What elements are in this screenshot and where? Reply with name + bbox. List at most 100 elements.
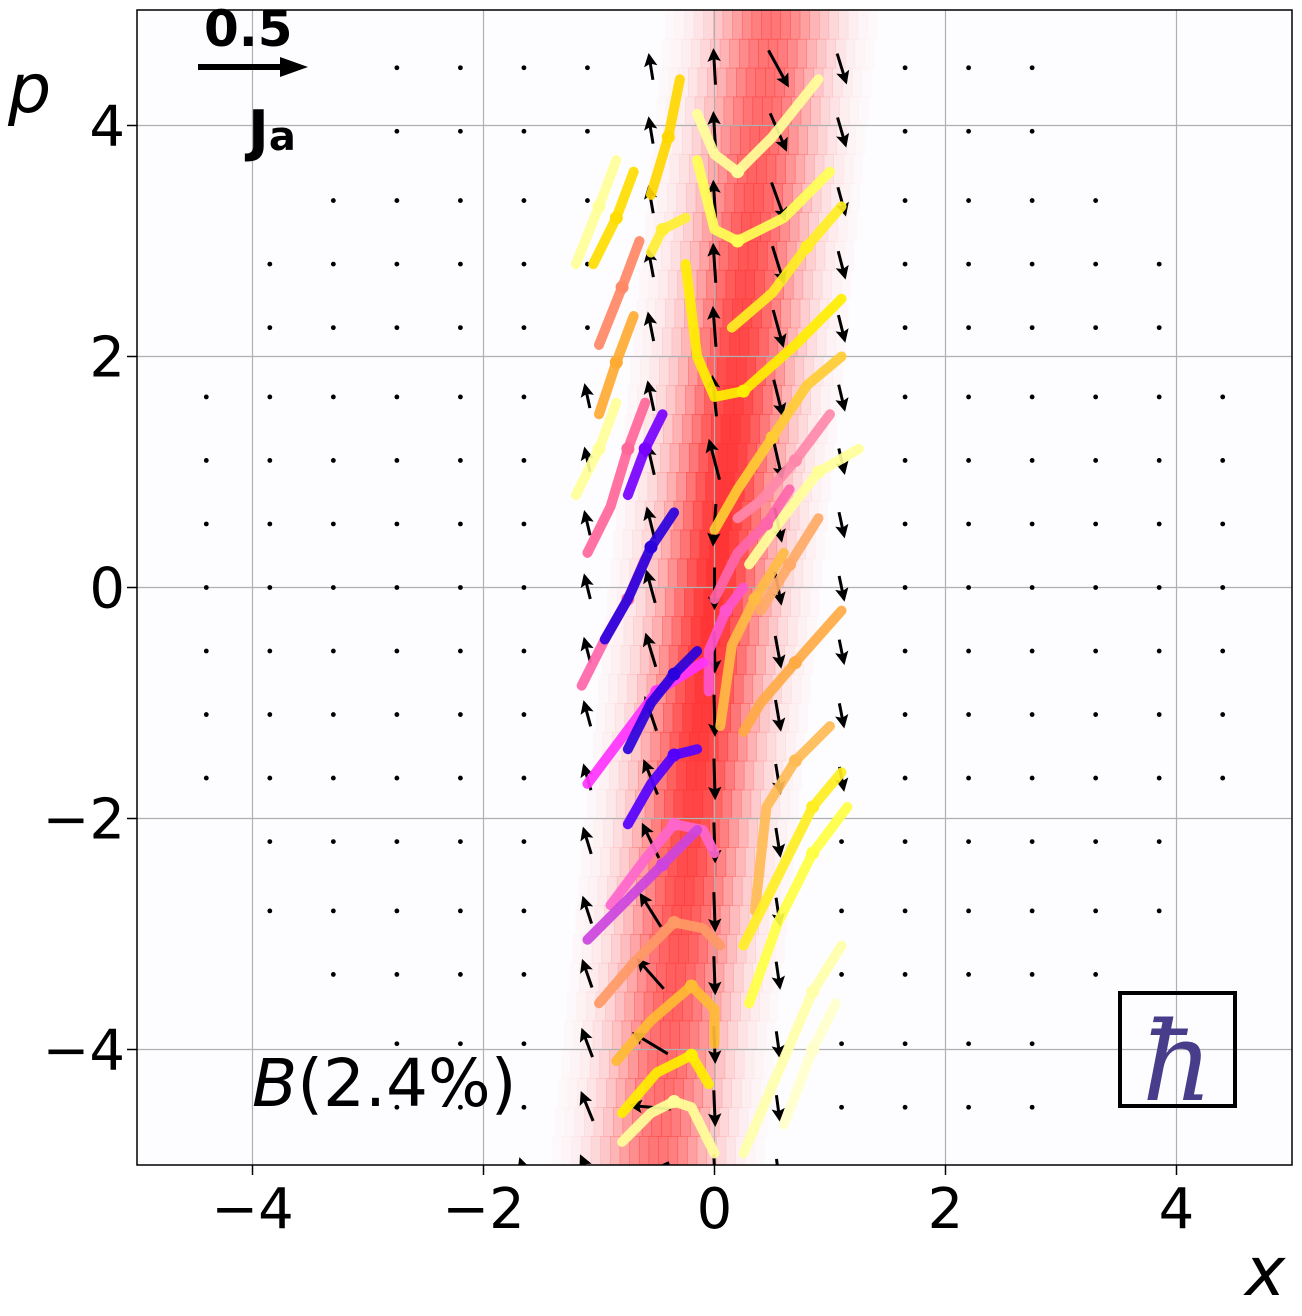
density-cell <box>771 385 782 415</box>
field-arrow <box>639 892 663 928</box>
density-cell <box>690 38 702 69</box>
density-cell <box>724 1049 735 1079</box>
trajectory-marker <box>731 165 745 179</box>
field-dot <box>330 521 336 527</box>
field-arrow <box>644 53 658 81</box>
density-cell <box>622 1107 633 1137</box>
density-cell <box>767 38 779 69</box>
field-arrow <box>771 827 786 858</box>
density-cell <box>803 356 814 386</box>
field-dot <box>1156 394 1162 400</box>
density-cell <box>611 645 622 675</box>
density-cell <box>663 1078 675 1108</box>
density-cell <box>608 674 619 704</box>
density-cell <box>714 674 725 704</box>
density-cell <box>766 818 778 848</box>
field-dot <box>458 1104 463 1110</box>
density-cell <box>676 760 687 791</box>
trajectory-marker <box>788 453 802 467</box>
density-cell <box>587 790 597 819</box>
density-cell <box>735 847 746 877</box>
field-dot <box>902 972 908 977</box>
density-cell <box>695 183 706 213</box>
density-cell <box>671 327 682 358</box>
density-cell <box>722 298 733 329</box>
field-dot <box>458 648 463 654</box>
density-cell <box>754 558 765 589</box>
density-cell <box>654 789 665 820</box>
density-cell <box>605 703 616 733</box>
density-cell <box>603 818 614 848</box>
density-cell <box>738 818 749 848</box>
density-cell <box>695 760 706 791</box>
field-arrow <box>835 639 849 666</box>
density-cell <box>712 1078 723 1108</box>
density-cell <box>737 443 748 473</box>
density-cell <box>759 991 770 1022</box>
density-cell <box>786 529 797 560</box>
density-cell <box>620 645 631 675</box>
density-cell <box>670 1107 681 1137</box>
density-cell <box>698 1020 709 1051</box>
density-cell <box>717 154 729 184</box>
density-cell <box>763 760 774 791</box>
field-arrow <box>835 314 849 343</box>
density-cell <box>602 1020 613 1051</box>
density-cell <box>796 38 808 69</box>
density-cell <box>797 414 808 444</box>
density-cell <box>594 905 605 935</box>
field-dot <box>966 1168 971 1173</box>
trajectory-marker <box>788 656 802 670</box>
field-dot <box>458 458 463 463</box>
field-dot <box>1029 648 1035 654</box>
density-cell <box>580 1049 591 1079</box>
field-dot <box>585 128 590 134</box>
field-arrow <box>636 958 665 990</box>
density-cell <box>677 847 688 877</box>
field-dot <box>1156 585 1162 590</box>
density-cell <box>815 241 826 271</box>
density-cell <box>631 731 642 762</box>
density-cell <box>644 1078 655 1108</box>
density-cell <box>681 616 692 646</box>
density-cell <box>847 10 859 40</box>
density-cell <box>830 183 841 213</box>
density-cell <box>781 385 792 415</box>
field-dot <box>394 261 400 267</box>
density-cell <box>718 529 730 560</box>
field-dot <box>1156 261 1162 267</box>
density-cell <box>707 934 718 964</box>
density-cell <box>760 500 771 531</box>
density-cell <box>688 356 699 386</box>
field-dot <box>1029 394 1035 400</box>
density-cell <box>731 789 742 820</box>
density-cell <box>758 616 769 646</box>
density-cell <box>741 876 753 906</box>
field-dot <box>902 325 908 331</box>
density-cell <box>717 1020 729 1051</box>
field-dot <box>902 65 908 71</box>
density-cell <box>758 38 769 69</box>
density-cell <box>714 472 726 502</box>
field-dot <box>330 325 336 331</box>
density-cell <box>765 443 777 473</box>
density-cell <box>711 703 722 733</box>
density-cell <box>629 1136 640 1165</box>
field-dot <box>458 128 463 134</box>
density-cell <box>656 962 667 993</box>
field-dot <box>267 585 273 590</box>
density-cell <box>735 558 746 589</box>
density-cell <box>702 789 713 820</box>
density-cell <box>774 356 785 386</box>
density-cell <box>817 125 828 155</box>
density-cell <box>623 905 634 935</box>
field-dot <box>902 128 908 134</box>
field-dot <box>521 128 527 134</box>
density-cell <box>596 1078 607 1108</box>
density-cell <box>599 674 609 703</box>
density-cell <box>679 443 690 473</box>
density-cell <box>669 154 680 184</box>
trajectory-marker <box>667 1094 681 1108</box>
density-cell <box>558 1078 568 1107</box>
density-cell <box>819 96 831 127</box>
